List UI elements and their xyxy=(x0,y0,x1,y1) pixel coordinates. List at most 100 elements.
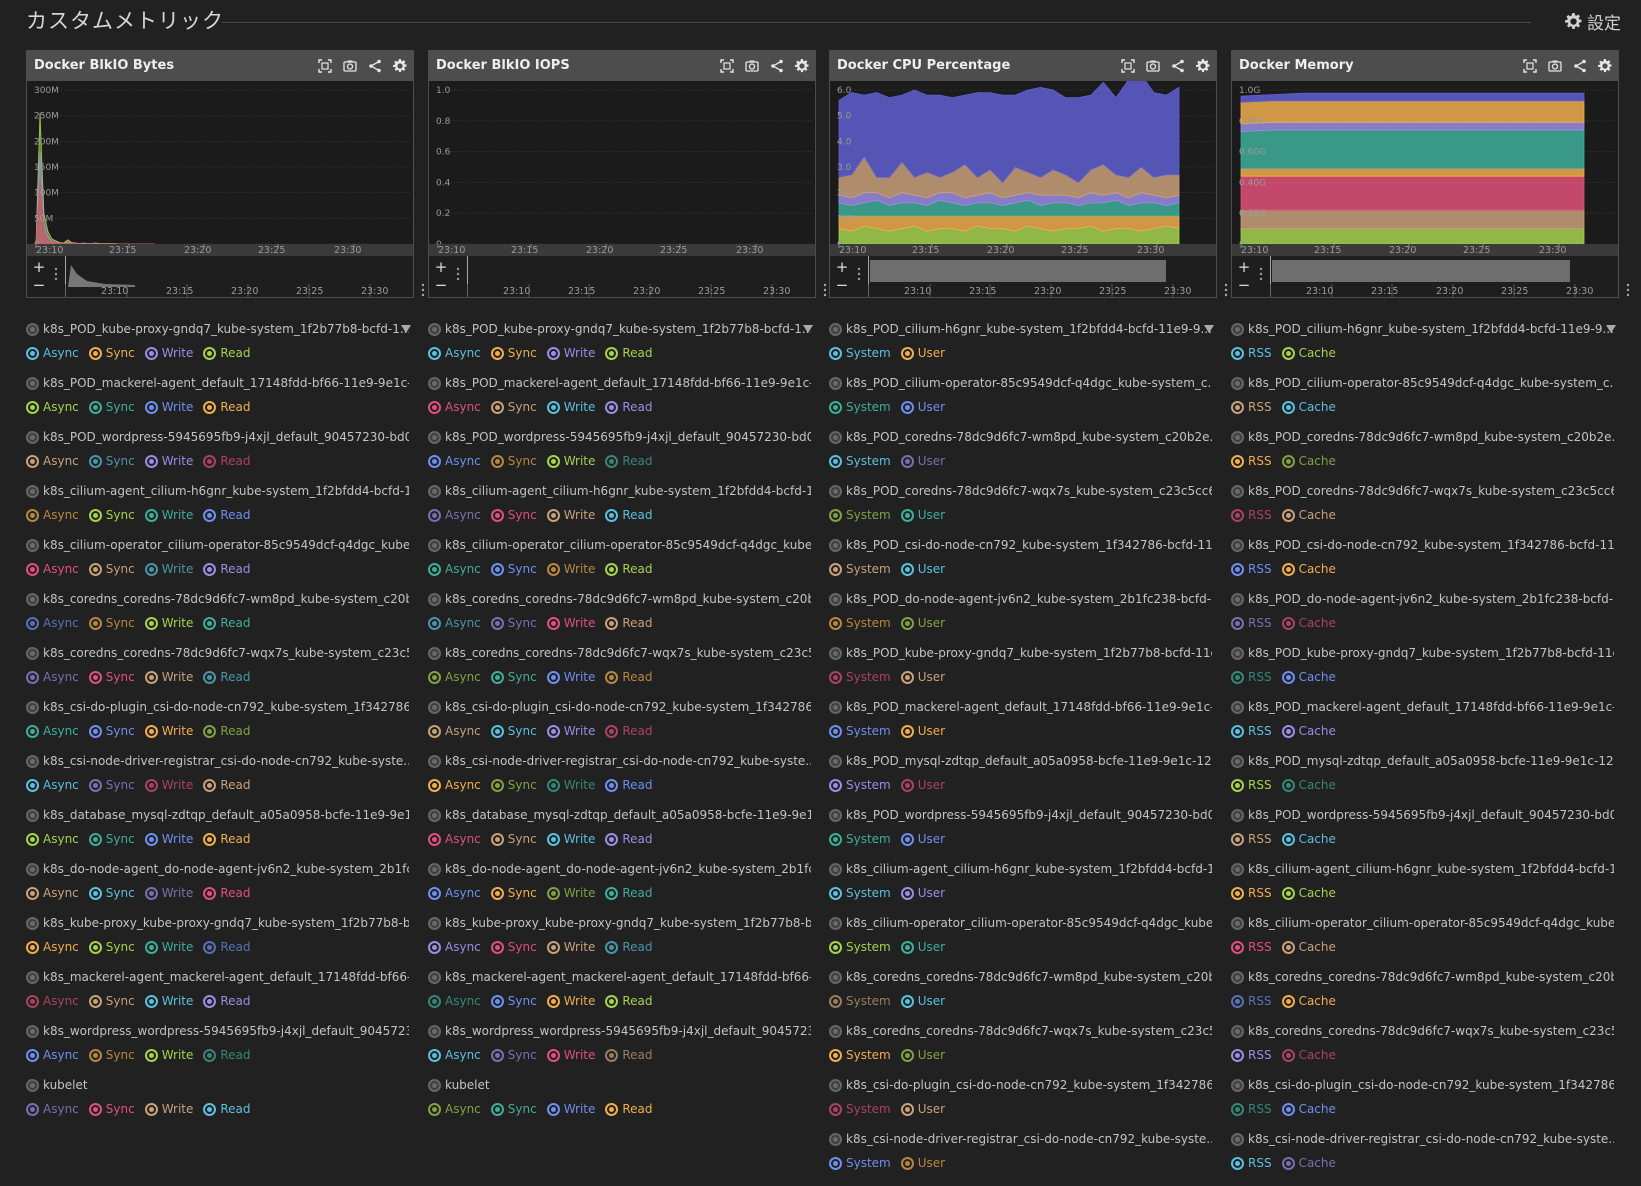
metric-toggle-write[interactable]: Write xyxy=(546,508,595,522)
series-toggle[interactable]: k8s_POD_cilium-h6gnr_kube-system_1f2bfdd… xyxy=(829,321,1212,337)
series-toggle[interactable]: k8s_cilium-operator_cilium-operator-85c9… xyxy=(829,915,1212,931)
series-toggle[interactable]: k8s_cilium-agent_cilium-h6gnr_kube-syste… xyxy=(26,483,409,499)
metric-toggle-async[interactable]: Async xyxy=(428,1102,481,1116)
metric-toggle-sync[interactable]: Sync xyxy=(490,562,537,576)
metric-toggle-user[interactable]: User xyxy=(900,616,945,630)
series-toggle[interactable]: k8s_coredns_coredns-78dc9d6fc7-wm8pd_kub… xyxy=(1231,969,1614,985)
series-toggle[interactable]: k8s_csi-do-plugin_csi-do-node-cn792_kube… xyxy=(829,1077,1212,1093)
series-toggle[interactable]: k8s_kube-proxy_kube-proxy-gndq7_kube-sys… xyxy=(26,915,409,931)
metric-toggle-read[interactable]: Read xyxy=(203,562,251,576)
metric-toggle-cache[interactable]: Cache xyxy=(1281,616,1336,630)
chevron-down-icon[interactable] xyxy=(1606,325,1616,333)
metric-toggle-write[interactable]: Write xyxy=(144,1048,193,1062)
metric-toggle-async[interactable]: Async xyxy=(26,454,79,468)
gear-icon[interactable] xyxy=(393,58,407,73)
metric-toggle-sync[interactable]: Sync xyxy=(490,940,537,954)
metric-toggle-cache[interactable]: Cache xyxy=(1281,724,1336,738)
series-toggle[interactable]: k8s_cilium-agent_cilium-h6gnr_kube-syste… xyxy=(829,861,1212,877)
zoom-out-button[interactable]: − xyxy=(1237,276,1251,294)
chart-area[interactable]: 00.20.40.60.81.023:1023:1523:2023:2523:3… xyxy=(428,81,816,256)
metric-toggle-sync[interactable]: Sync xyxy=(490,832,537,846)
metric-toggle-sync[interactable]: Sync xyxy=(88,724,135,738)
series-toggle[interactable]: kubelet xyxy=(428,1077,811,1093)
series-toggle[interactable]: k8s_do-node-agent_do-node-agent-jv6n2_ku… xyxy=(428,861,811,877)
metric-toggle-async[interactable]: Async xyxy=(26,1102,79,1116)
metric-toggle-rss[interactable]: RSS xyxy=(1231,346,1272,360)
share-icon[interactable] xyxy=(368,59,382,73)
series-toggle[interactable]: k8s_POD_csi-do-node-cn792_kube-system_1f… xyxy=(829,537,1212,553)
metric-toggle-write[interactable]: Write xyxy=(144,994,193,1008)
series-toggle[interactable]: k8s_POD_wordpress-5945695fb9-j4xjl_defau… xyxy=(428,429,811,445)
series-toggle[interactable]: k8s_cilium-agent_cilium-h6gnr_kube-syste… xyxy=(428,483,811,499)
metric-toggle-sync[interactable]: Sync xyxy=(490,724,537,738)
metric-toggle-rss[interactable]: RSS xyxy=(1231,508,1272,522)
series-toggle[interactable]: kubelet xyxy=(26,1077,409,1093)
series-toggle[interactable]: k8s_wordpress_wordpress-5945695fb9-j4xjl… xyxy=(26,1023,409,1039)
metric-toggle-sync[interactable]: Sync xyxy=(88,886,135,900)
metric-toggle-rss[interactable]: RSS xyxy=(1231,886,1272,900)
metric-toggle-write[interactable]: Write xyxy=(546,724,595,738)
gear-icon[interactable] xyxy=(1598,58,1612,73)
metric-toggle-async[interactable]: Async xyxy=(428,886,481,900)
drag-handle-icon[interactable] xyxy=(54,267,58,281)
series-toggle[interactable]: k8s_coredns_coredns-78dc9d6fc7-wm8pd_kub… xyxy=(428,591,811,607)
metric-toggle-write[interactable]: Write xyxy=(546,940,595,954)
camera-icon[interactable] xyxy=(745,59,759,73)
panel-resize-handle-icon[interactable] xyxy=(822,282,828,298)
metric-toggle-user[interactable]: User xyxy=(900,832,945,846)
series-toggle[interactable]: k8s_wordpress_wordpress-5945695fb9-j4xjl… xyxy=(428,1023,811,1039)
series-toggle[interactable]: k8s_cilium-operator_cilium-operator-85c9… xyxy=(428,537,811,553)
series-toggle[interactable]: k8s_POD_csi-do-node-cn792_kube-system_1f… xyxy=(1231,537,1614,553)
series-toggle[interactable]: k8s_coredns_coredns-78dc9d6fc7-wm8pd_kub… xyxy=(26,591,409,607)
metric-toggle-sync[interactable]: Sync xyxy=(88,508,135,522)
metric-toggle-sync[interactable]: Sync xyxy=(490,616,537,630)
metric-toggle-user[interactable]: User xyxy=(900,346,945,360)
metric-toggle-async[interactable]: Async xyxy=(428,508,481,522)
metric-toggle-async[interactable]: Async xyxy=(26,1048,79,1062)
metric-toggle-write[interactable]: Write xyxy=(144,400,193,414)
metric-toggle-async[interactable]: Async xyxy=(26,886,79,900)
metric-toggle-write[interactable]: Write xyxy=(144,832,193,846)
metric-toggle-system[interactable]: System xyxy=(829,832,891,846)
metric-toggle-read[interactable]: Read xyxy=(605,724,653,738)
metric-toggle-user[interactable]: User xyxy=(900,1156,945,1170)
metric-toggle-read[interactable]: Read xyxy=(605,1048,653,1062)
metric-toggle-async[interactable]: Async xyxy=(428,562,481,576)
metric-toggle-sync[interactable]: Sync xyxy=(88,832,135,846)
metric-toggle-sync[interactable]: Sync xyxy=(88,940,135,954)
series-toggle[interactable]: k8s_POD_mysql-zdtqp_default_a05a0958-bcf… xyxy=(1231,753,1614,769)
metric-toggle-read[interactable]: Read xyxy=(203,940,251,954)
expand-icon[interactable] xyxy=(1121,58,1135,73)
metric-toggle-write[interactable]: Write xyxy=(546,670,595,684)
metric-toggle-read[interactable]: Read xyxy=(203,832,251,846)
series-toggle[interactable]: k8s_POD_kube-proxy-gndq7_kube-system_1f2… xyxy=(26,321,409,337)
series-toggle[interactable]: k8s_POD_kube-proxy-gndq7_kube-system_1f2… xyxy=(829,645,1212,661)
metric-toggle-async[interactable]: Async xyxy=(428,832,481,846)
metric-toggle-sync[interactable]: Sync xyxy=(490,1048,537,1062)
metric-toggle-cache[interactable]: Cache xyxy=(1281,994,1336,1008)
metric-toggle-read[interactable]: Read xyxy=(605,562,653,576)
metric-toggle-sync[interactable]: Sync xyxy=(88,1048,135,1062)
metric-toggle-write[interactable]: Write xyxy=(144,616,193,630)
metric-toggle-rss[interactable]: RSS xyxy=(1231,994,1272,1008)
metric-toggle-read[interactable]: Read xyxy=(605,346,653,360)
series-toggle[interactable]: k8s_POD_mysql-zdtqp_default_a05a0958-bcf… xyxy=(829,753,1212,769)
metric-toggle-read[interactable]: Read xyxy=(203,400,251,414)
series-toggle[interactable]: k8s_POD_do-node-agent-jv6n2_kube-system_… xyxy=(1231,591,1614,607)
camera-icon[interactable] xyxy=(1548,59,1562,73)
metric-toggle-sync[interactable]: Sync xyxy=(490,508,537,522)
metric-toggle-user[interactable]: User xyxy=(900,1102,945,1116)
zoom-in-button[interactable]: + xyxy=(32,258,46,276)
metric-toggle-rss[interactable]: RSS xyxy=(1231,1048,1272,1062)
series-toggle[interactable]: k8s_database_mysql-zdtqp_default_a05a095… xyxy=(428,807,811,823)
series-toggle[interactable]: k8s_POD_mackerel-agent_default_17148fdd-… xyxy=(1231,699,1614,715)
metric-toggle-read[interactable]: Read xyxy=(605,832,653,846)
metric-toggle-async[interactable]: Async xyxy=(26,724,79,738)
series-toggle[interactable]: k8s_csi-do-plugin_csi-do-node-cn792_kube… xyxy=(26,699,409,715)
metric-toggle-read[interactable]: Read xyxy=(605,778,653,792)
metric-toggle-write[interactable]: Write xyxy=(144,670,193,684)
drag-handle-icon[interactable] xyxy=(1259,267,1263,281)
metric-toggle-system[interactable]: System xyxy=(829,940,891,954)
metric-toggle-user[interactable]: User xyxy=(900,778,945,792)
metric-toggle-async[interactable]: Async xyxy=(428,1048,481,1062)
